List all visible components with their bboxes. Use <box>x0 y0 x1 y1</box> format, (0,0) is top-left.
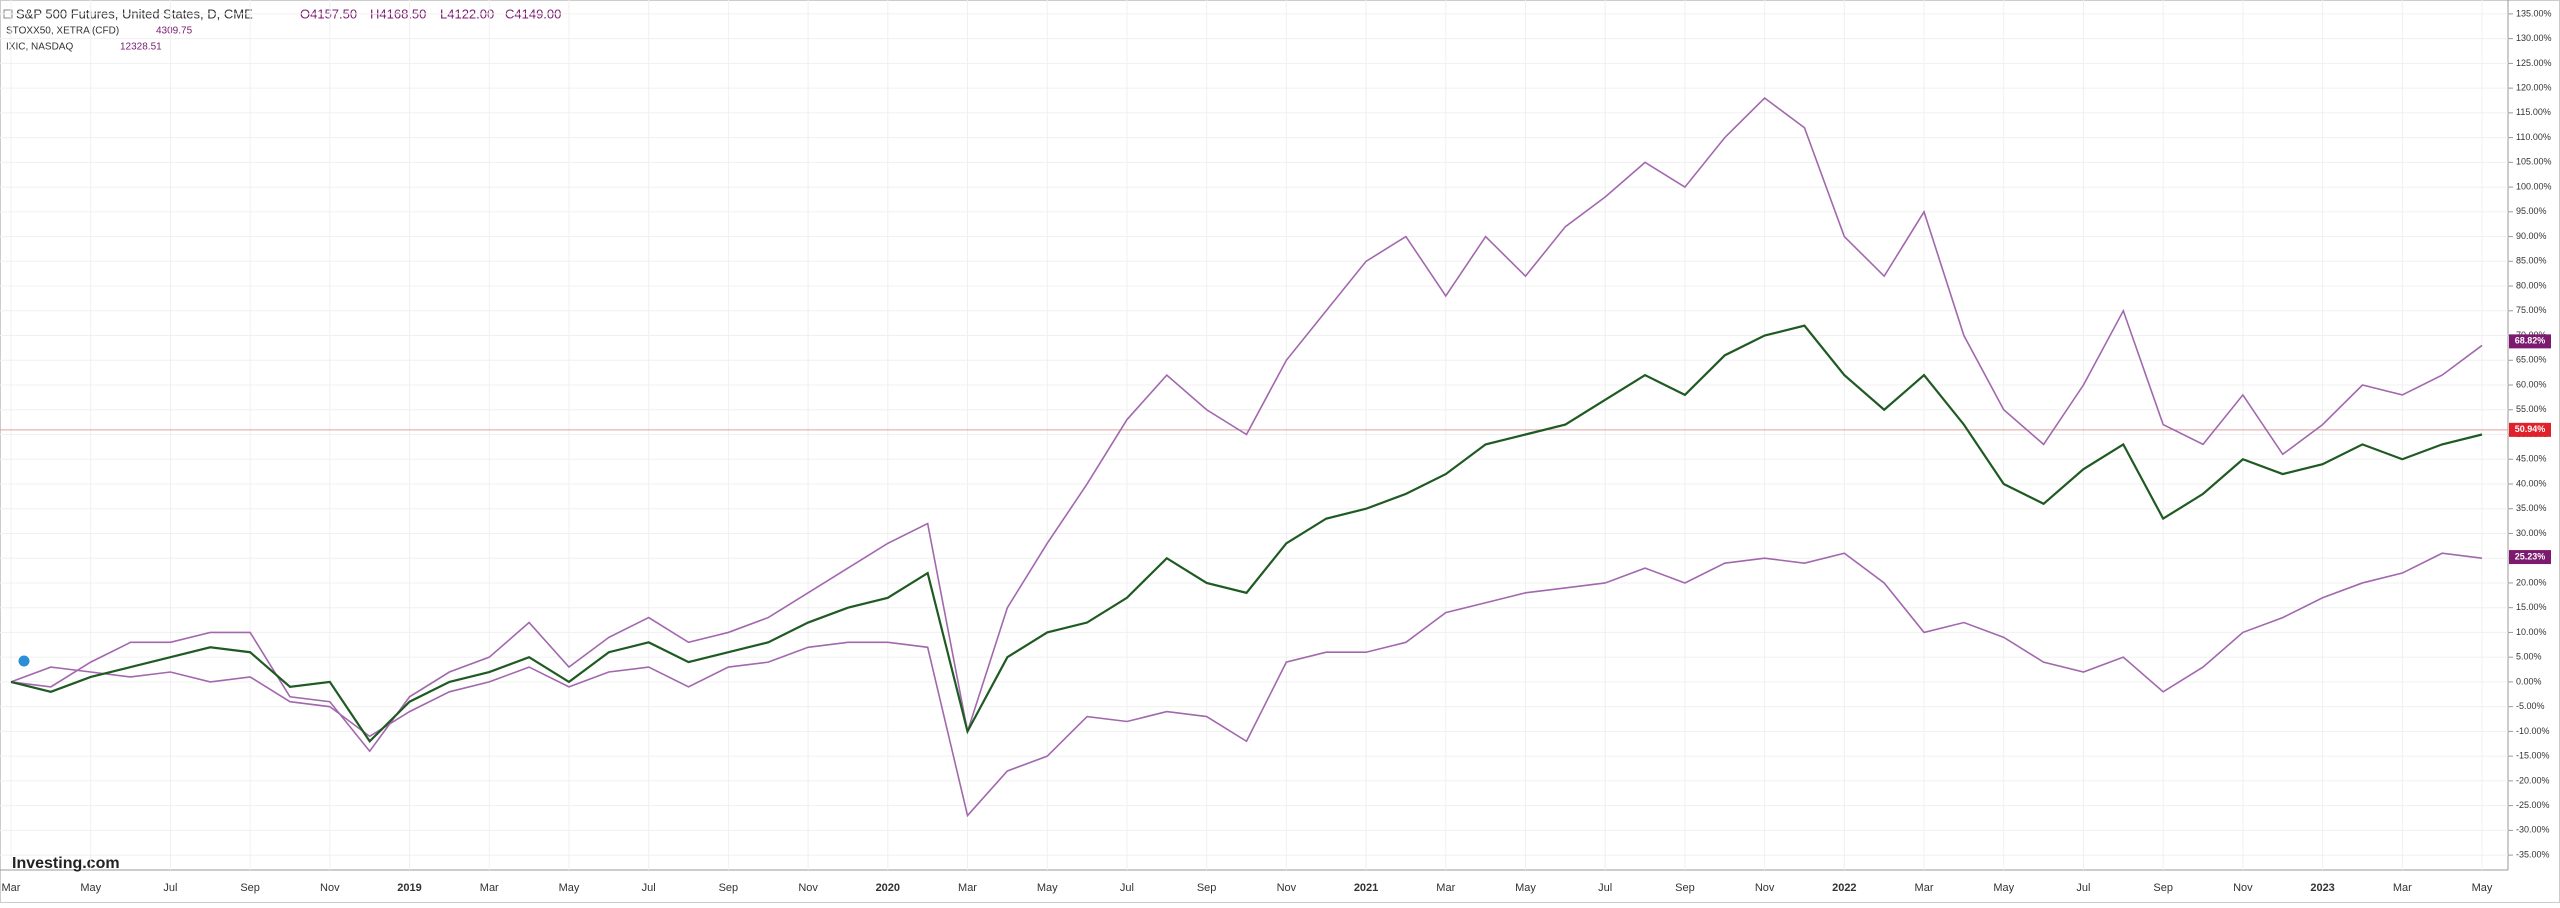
x-tick-label: Mar <box>1436 882 1455 894</box>
x-tick-label: Nov <box>798 882 818 894</box>
x-tick-label: Nov <box>320 882 340 894</box>
x-tick-label: Sep <box>240 882 260 894</box>
last-value-badge <box>2509 422 2551 437</box>
stoxx-value: 4309.75 <box>156 26 193 37</box>
y-tick-label: 90.00% <box>2516 231 2547 241</box>
x-tick-label: 2021 <box>1354 882 1378 894</box>
x-tick-label: 2023 <box>2310 882 2334 894</box>
y-tick-label: 20.00% <box>2516 577 2547 587</box>
y-tick-label: 60.00% <box>2516 379 2547 389</box>
event-marker <box>17 654 31 668</box>
watermark: Investing.com <box>12 855 120 872</box>
y-tick-label: 10.00% <box>2516 627 2547 637</box>
x-tick-label: Mar <box>2393 882 2412 894</box>
x-tick-label: Mar <box>958 882 977 894</box>
y-tick-label: 65.00% <box>2516 355 2547 365</box>
stoxx-name: STOXX50, XETRA (CFD) <box>6 26 119 37</box>
x-tick-label: Sep <box>1675 882 1695 894</box>
y-tick-label: 40.00% <box>2516 478 2547 488</box>
y-tick-label: 95.00% <box>2516 206 2547 216</box>
y-tick-label: 55.00% <box>2516 404 2547 414</box>
y-tick-label: 115.00% <box>2516 107 2551 117</box>
y-tick-label: 30.00% <box>2516 528 2547 538</box>
y-tick-label: 110.00% <box>2516 132 2551 142</box>
x-tick-label: Nov <box>1755 882 1775 894</box>
x-tick-label: May <box>559 882 580 894</box>
x-tick-label: Jul <box>163 882 177 894</box>
x-tick-label: Sep <box>2153 882 2173 894</box>
x-tick-label: Nov <box>2233 882 2253 894</box>
y-tick-label: 35.00% <box>2516 503 2547 513</box>
x-tick-label: 2019 <box>397 882 421 894</box>
nasdaq-value: 12328.51 <box>120 42 162 53</box>
x-tick-label: May <box>1993 882 2014 894</box>
grid <box>0 0 2508 870</box>
series-line <box>10 324 2483 744</box>
y-tick-label: 105.00% <box>2516 157 2552 167</box>
x-tick-label: 2020 <box>876 882 900 894</box>
series-line <box>10 96 2483 753</box>
y-tick-label: -20.00% <box>2516 775 2550 785</box>
y-tick-label: 120.00% <box>2516 82 2552 92</box>
y-tick-label: 130.00% <box>2516 33 2552 43</box>
x-tick-label: May <box>1037 882 1058 894</box>
x-tick-label: May <box>2472 882 2493 894</box>
x-tick-label: Jul <box>1598 882 1612 894</box>
y-tick-label: -25.00% <box>2516 800 2550 810</box>
y-tick-label: 75.00% <box>2516 305 2547 315</box>
last-value-label: 50.94% <box>2515 424 2546 434</box>
x-tick-label: Jul <box>642 882 656 894</box>
y-tick-label: -35.00% <box>2516 849 2550 859</box>
y-tick-label: 15.00% <box>2516 602 2547 612</box>
series-line <box>10 552 2483 818</box>
last-value-badge <box>2509 334 2551 349</box>
y-tick-label: 80.00% <box>2516 280 2547 290</box>
x-tick-label: Mar <box>480 882 499 894</box>
x-tick-label: Jul <box>2076 882 2090 894</box>
x-tick-label: May <box>80 882 101 894</box>
x-tick-label: Mar <box>2 882 21 894</box>
y-tick-label: 45.00% <box>2516 454 2547 464</box>
x-tick-label: Nov <box>1277 882 1297 894</box>
y-tick-label: 85.00% <box>2516 256 2547 266</box>
last-value-label: 68.82% <box>2515 336 2546 346</box>
x-tick-label: Sep <box>719 882 739 894</box>
nasdaq-name: IXIC, NASDAQ <box>6 42 73 53</box>
y-tick-label: 5.00% <box>2516 652 2542 662</box>
x-tick-label: May <box>1515 882 1536 894</box>
x-tick-label: Mar <box>1915 882 1934 894</box>
x-tick-label: 2022 <box>1832 882 1856 894</box>
y-tick-label: -5.00% <box>2516 701 2545 711</box>
x-tick-label: Sep <box>1197 882 1217 894</box>
y-tick-label: 125.00% <box>2516 58 2552 68</box>
y-tick-label: 100.00% <box>2516 181 2552 191</box>
y-tick-label: -15.00% <box>2516 751 2550 761</box>
y-tick-label: -10.00% <box>2516 726 2550 736</box>
x-tick-label: Jul <box>1120 882 1134 894</box>
y-tick-label: 0.00% <box>2516 676 2542 686</box>
y-tick-label: -30.00% <box>2516 825 2550 835</box>
last-value-badge <box>2509 550 2551 565</box>
last-value-label: 25.23% <box>2515 551 2546 561</box>
y-tick-label: 135.00% <box>2516 8 2552 18</box>
